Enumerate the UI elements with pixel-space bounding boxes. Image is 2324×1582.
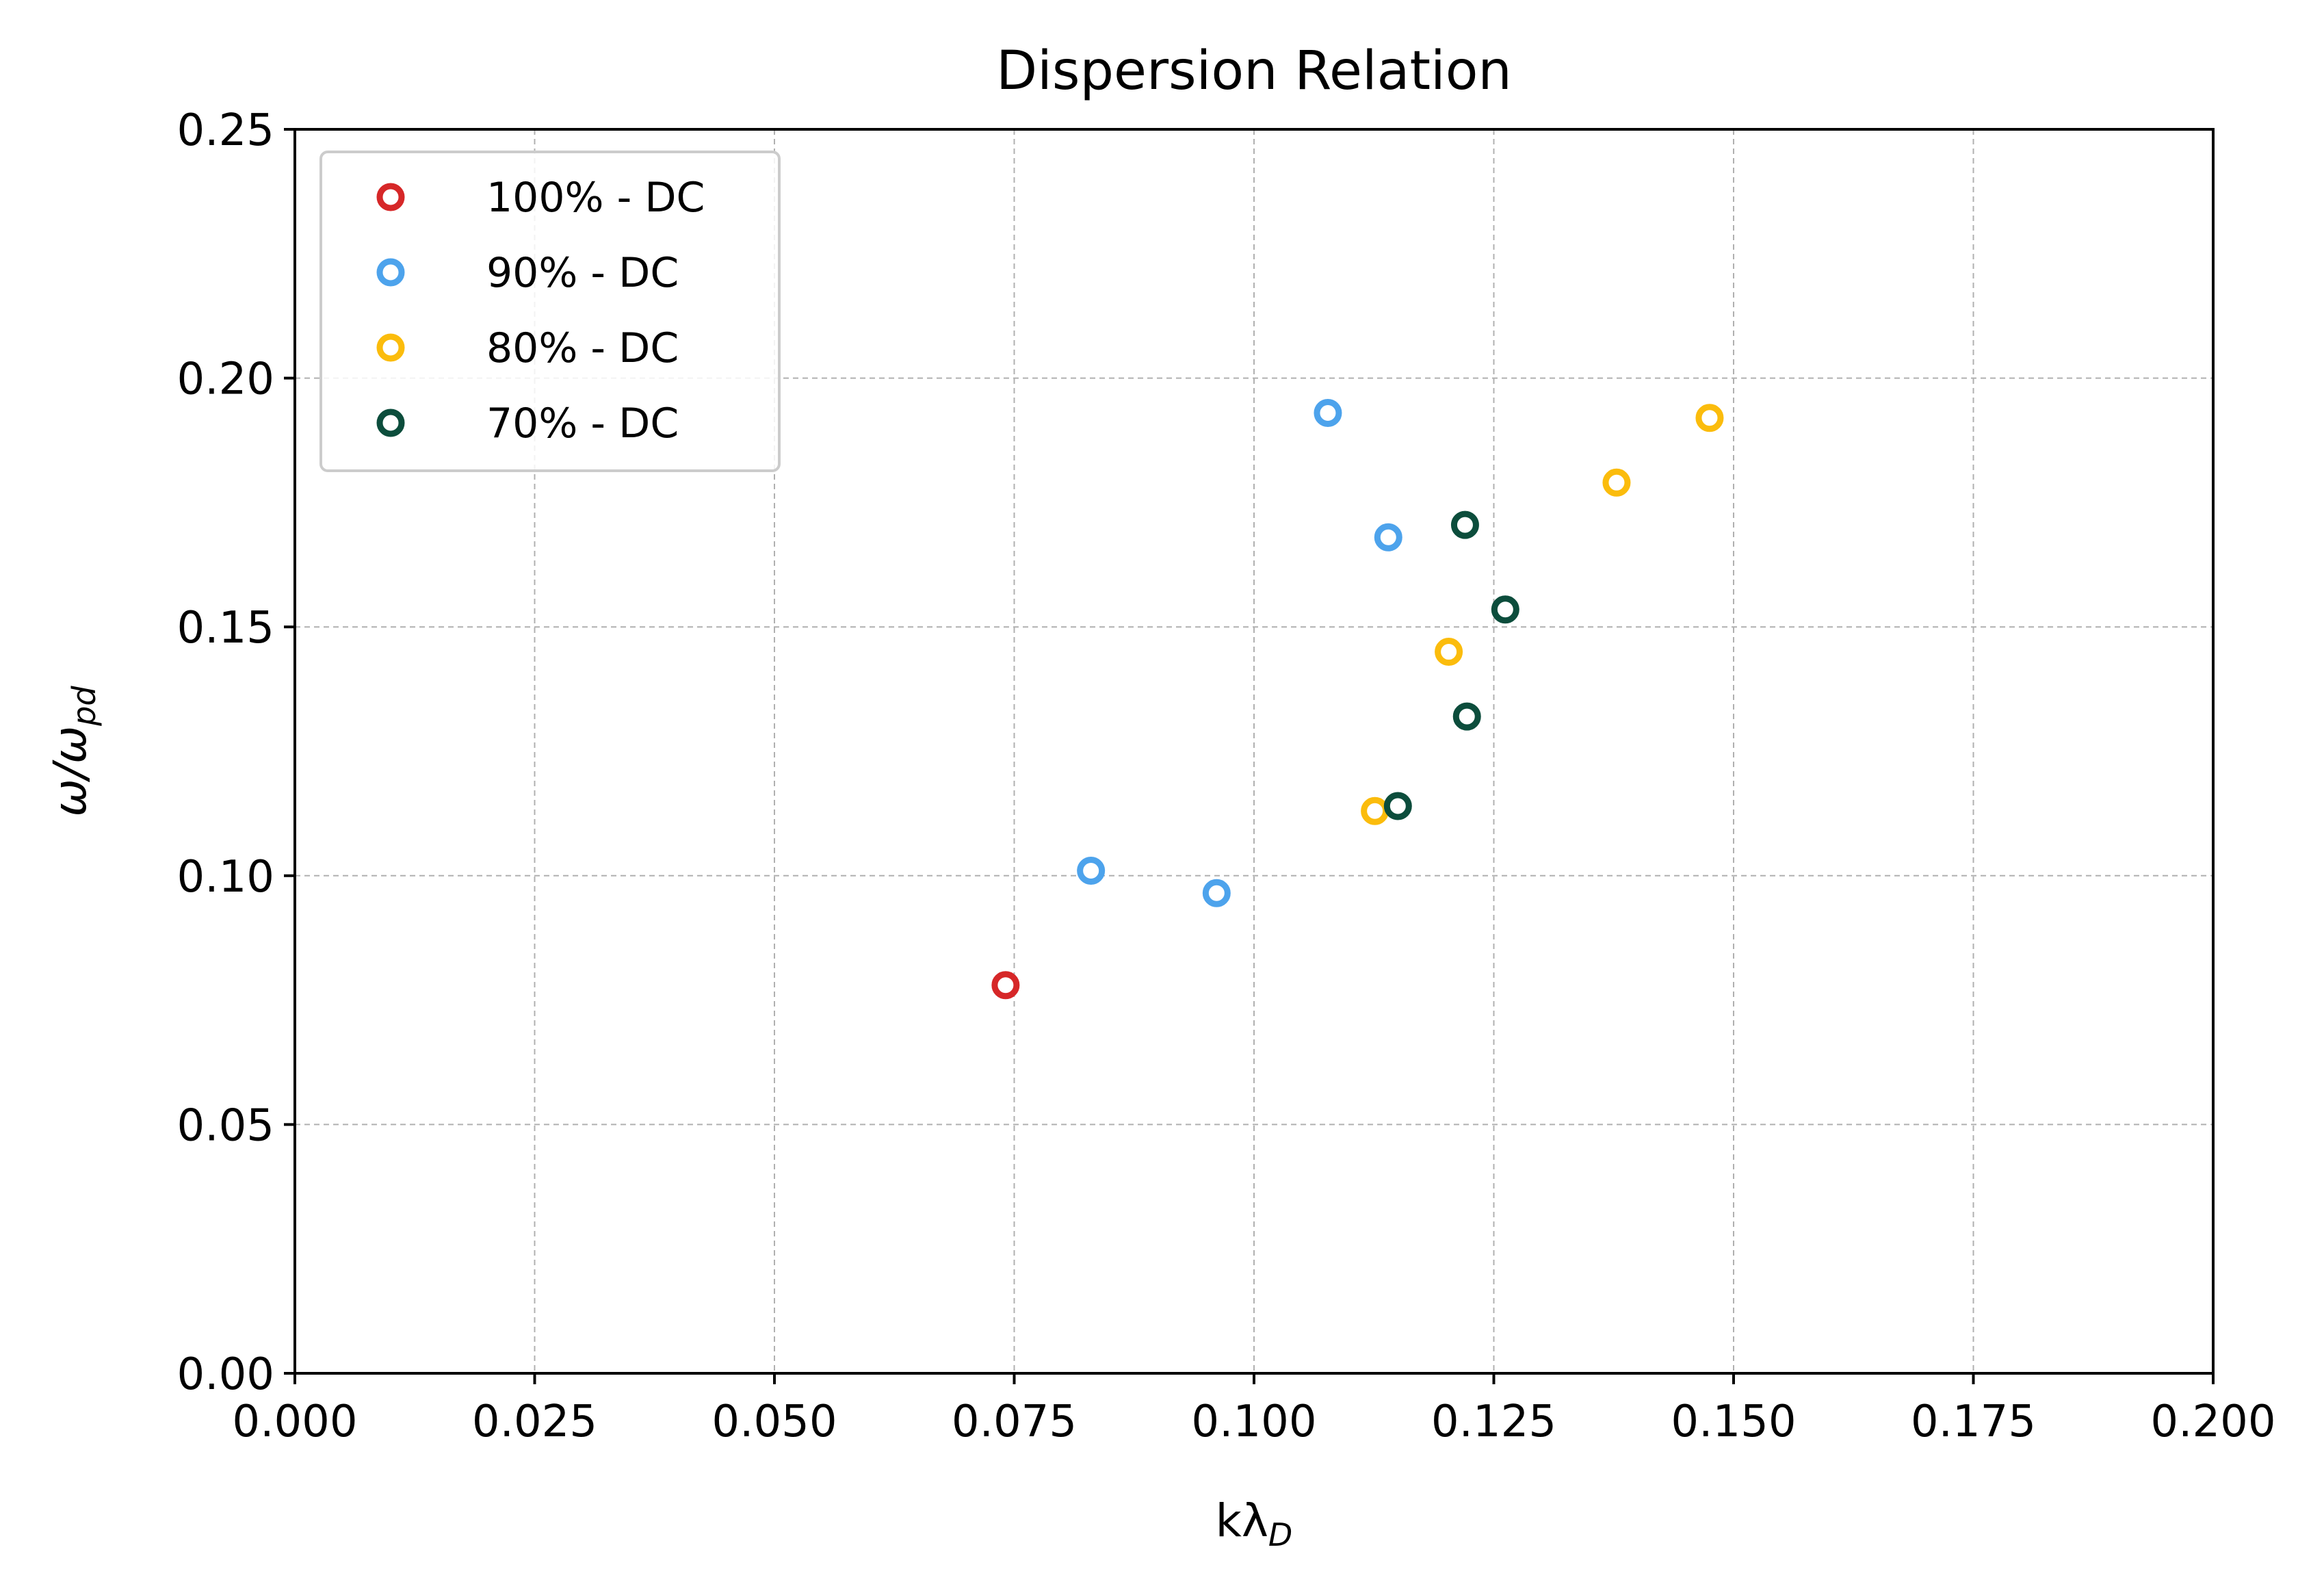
y-tick-label: 0.25 xyxy=(177,105,275,156)
x-axis-label-subscript: D xyxy=(1268,1516,1292,1553)
legend-marker xyxy=(376,258,405,287)
y-tick-label: 0.00 xyxy=(177,1349,275,1400)
x-tick-label: 0.175 xyxy=(1911,1397,2036,1447)
data-point xyxy=(1077,857,1106,885)
y-axis-label-subscript: pd xyxy=(66,686,103,727)
x-axis-label: kλD xyxy=(1216,1494,1293,1553)
legend: 100% - DC 90% - DC 80% - DC 70% - DC xyxy=(319,151,781,472)
data-point xyxy=(1383,792,1412,820)
x-tick-label: 0.125 xyxy=(1431,1397,1556,1447)
x-tick-label: 0.100 xyxy=(1191,1397,1316,1447)
chart-title: Dispersion Relation xyxy=(996,40,1512,102)
legend-label: 100% - DC xyxy=(486,174,705,222)
y-axis-label-main: ω/ω xyxy=(44,726,96,817)
legend-label: 80% - DC xyxy=(486,324,679,372)
x-tick-label: 0.150 xyxy=(1671,1397,1796,1447)
plot-frame xyxy=(293,128,2215,1375)
data-point xyxy=(1374,523,1402,552)
data-point xyxy=(1435,638,1463,666)
x-tick-label: 0.000 xyxy=(232,1397,357,1447)
legend-marker xyxy=(376,183,405,211)
data-point xyxy=(1695,404,1724,432)
y-tick-label: 0.05 xyxy=(177,1100,275,1151)
data-points xyxy=(991,399,1724,1000)
data-point xyxy=(1450,510,1479,539)
x-tick-label: 0.025 xyxy=(472,1397,597,1447)
data-point xyxy=(1314,399,1342,428)
x-tick-label: 0.075 xyxy=(952,1397,1077,1447)
data-point xyxy=(1602,468,1631,497)
data-point xyxy=(991,971,1020,1000)
data-point xyxy=(1361,796,1389,825)
x-tick-label: 0.050 xyxy=(711,1397,837,1447)
legend-box xyxy=(319,151,781,472)
y-axis-label: ω/ωpd xyxy=(44,686,103,817)
data-point xyxy=(1491,595,1519,624)
legend-label: 70% - DC xyxy=(486,400,679,448)
y-tick-label: 0.10 xyxy=(177,852,275,903)
legend-marker xyxy=(376,409,405,437)
x-axis-ticks: 0.000 0.025 0.050 0.075 0.100 0.125 0.150 0.175… xyxy=(232,1373,2276,1447)
data-point xyxy=(1452,702,1481,731)
legend-marker xyxy=(376,333,405,362)
legend-label: 90% - DC xyxy=(486,249,679,297)
x-tick-label: 0.200 xyxy=(2150,1397,2275,1447)
y-tick-label: 0.20 xyxy=(177,354,275,405)
y-axis-ticks: 0.00 0.05 0.10 0.15 0.20 0.25 xyxy=(177,105,295,1400)
x-axis-label-main: kλ xyxy=(1216,1494,1268,1547)
y-tick-label: 0.15 xyxy=(177,603,275,653)
data-point xyxy=(1202,879,1231,907)
